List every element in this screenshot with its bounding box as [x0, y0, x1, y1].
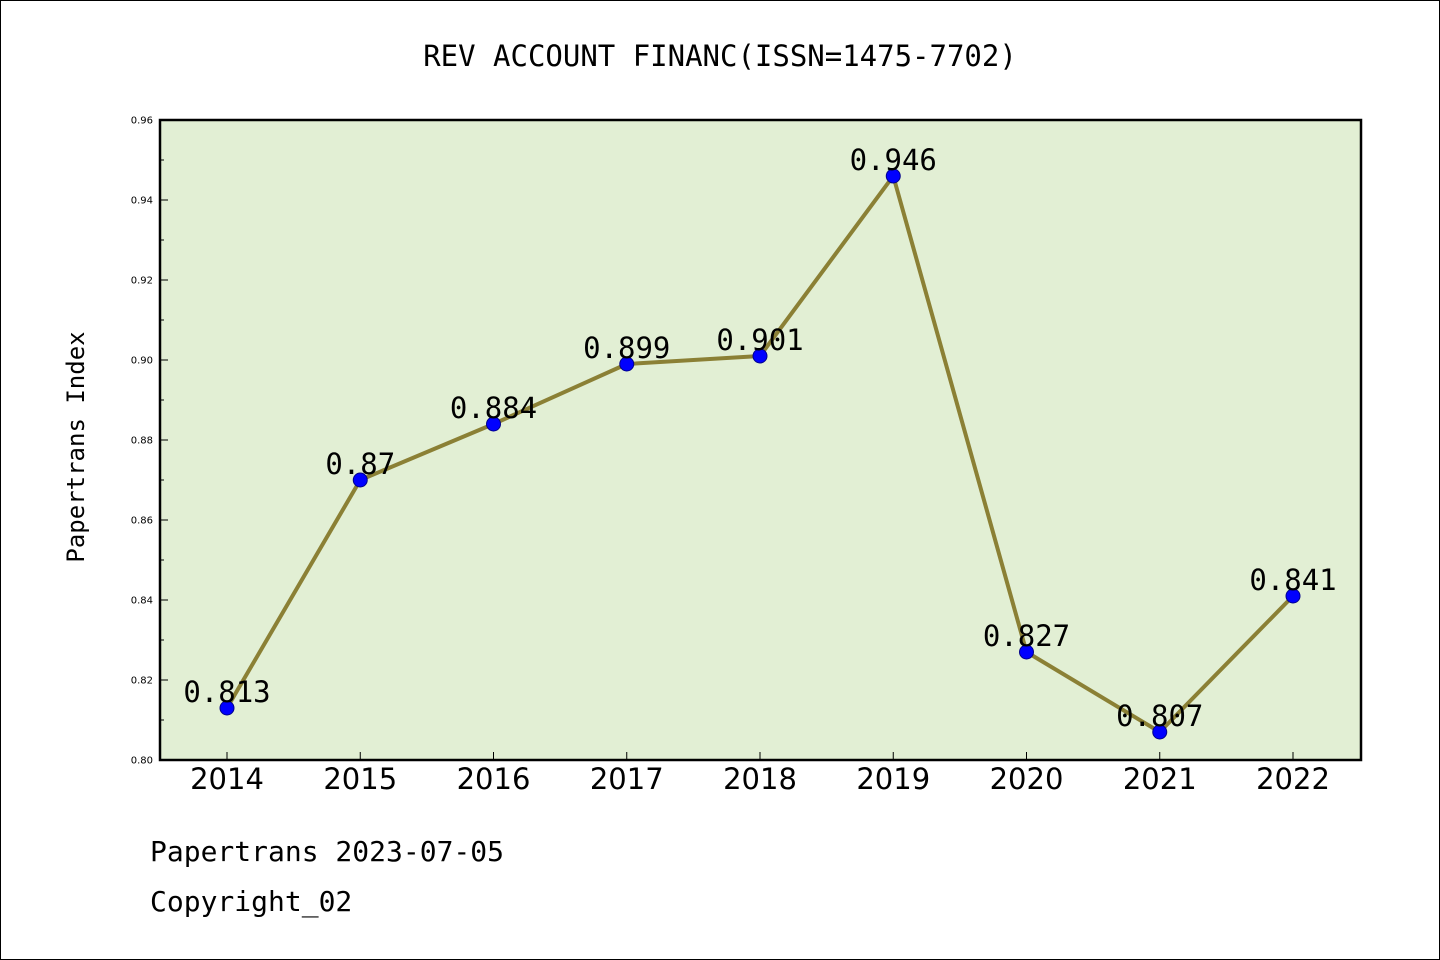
- y-tick-label: 0.92: [131, 276, 153, 287]
- data-point: [885, 168, 901, 184]
- plot-area: [160, 120, 1361, 760]
- data-point: [352, 472, 368, 488]
- x-tick-label: 2020: [990, 762, 1064, 796]
- data-point: [219, 700, 235, 716]
- series-points-group: [219, 168, 1301, 740]
- data-point: [1152, 724, 1168, 740]
- x-axis: 2014 2015 2016 2017 2018 2019 2020 2021 2022: [190, 752, 1330, 796]
- plot-border: [158, 118, 1363, 762]
- data-point: [619, 356, 635, 372]
- footer-copyright: Copyright_02: [150, 885, 353, 918]
- x-tick-label: 2019: [856, 762, 930, 796]
- data-label: 0.946: [850, 143, 937, 177]
- y-tick-label: 0.94: [131, 196, 153, 207]
- chart-title: REV ACCOUNT FINANC(ISSN=1475-7702): [423, 39, 1017, 73]
- data-label: 0.901: [716, 323, 803, 357]
- data-label: 0.827: [983, 619, 1070, 653]
- data-point: [1285, 588, 1301, 604]
- y-tick-label: 0.88: [131, 436, 153, 447]
- data-point: [1019, 644, 1034, 660]
- x-tick-label: 2022: [1256, 762, 1330, 796]
- x-tick-label: 2017: [590, 762, 664, 796]
- x-tick-label: 2018: [723, 762, 797, 796]
- y-axis-label: Papertrans Index: [62, 331, 90, 562]
- data-label: 0.87: [325, 447, 395, 481]
- x-tick-label: 2014: [190, 762, 264, 796]
- y-axis: 0.80 0.82 0.84 0.86 0.88 0.90 0.92 0.94 0.96: [131, 116, 168, 767]
- data-label: 0.807: [1116, 699, 1203, 733]
- data-label: 0.841: [1249, 563, 1336, 597]
- data-point: [486, 416, 501, 432]
- y-tick-label: 0.96: [131, 116, 153, 127]
- y-tick-label: 0.84: [131, 596, 153, 607]
- data-label: 0.884: [450, 391, 537, 425]
- x-tick-label: 2015: [323, 762, 397, 796]
- footer-date: Papertrans 2023-07-05: [150, 835, 505, 868]
- data-labels-group: 0.813 0.87 0.884 0.899 0.901 0.946 0.827 0.807 0…: [183, 143, 1336, 733]
- data-label: 0.899: [583, 331, 670, 365]
- y-tick-label: 0.80: [131, 756, 153, 767]
- data-label: 0.813: [183, 675, 270, 709]
- x-tick-label: 2021: [1123, 762, 1197, 796]
- data-point: [752, 348, 768, 364]
- y-tick-label: 0.82: [131, 676, 153, 687]
- y-tick-label: 0.86: [131, 516, 153, 527]
- x-tick-label: 2016: [457, 762, 531, 796]
- y-tick-label: 0.90: [131, 356, 153, 367]
